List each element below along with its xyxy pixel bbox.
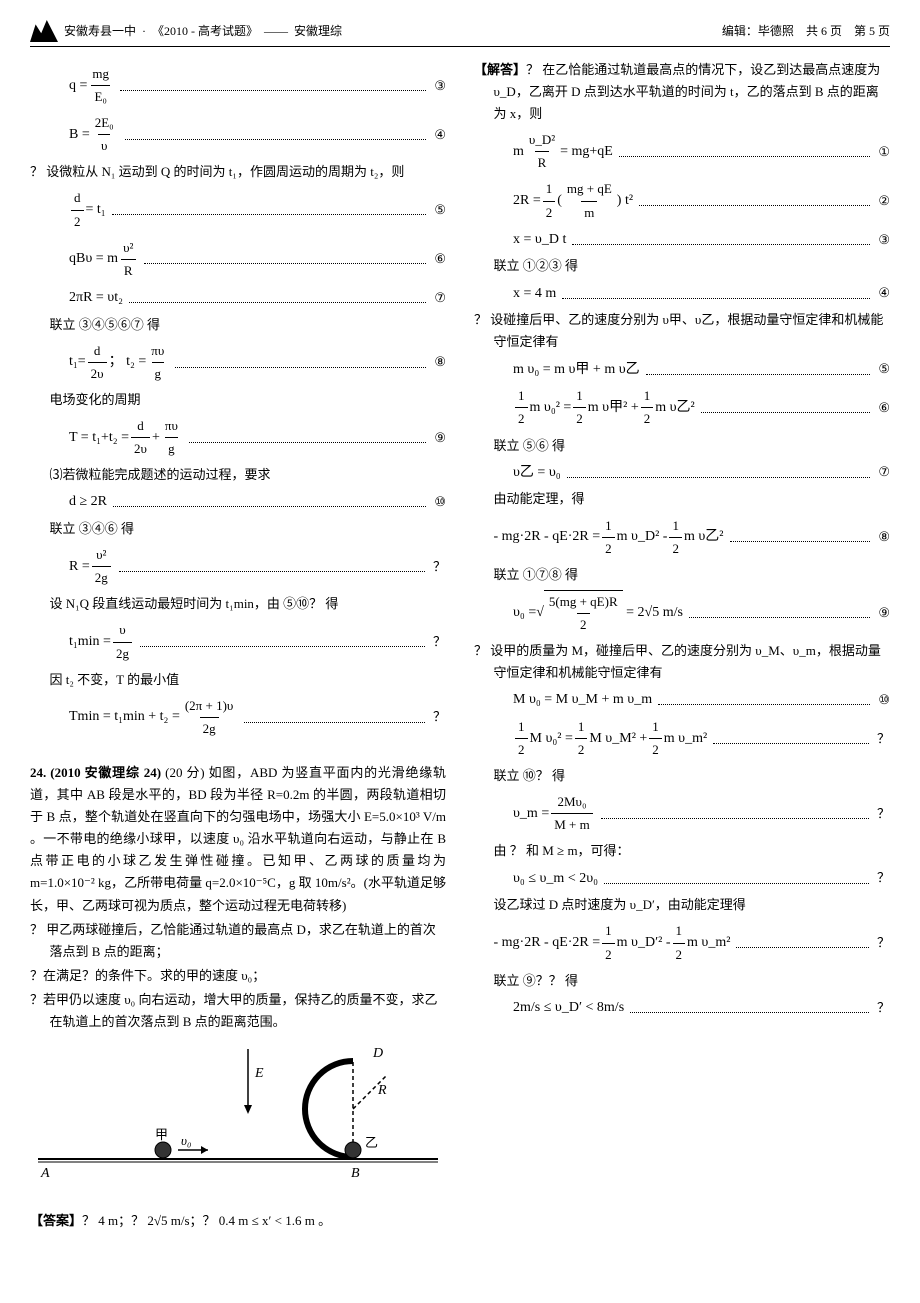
- svg-text:甲: 甲: [155, 1127, 168, 1142]
- q24-part2: ？在满足？的条件下。求的甲的速度 υ₀；: [30, 965, 446, 987]
- content-columns: q =mgE₀ ③ B =2E₀υ ④ ？ 设微粒从 N₁ 运动到 Q 的时间为…: [30, 59, 890, 1259]
- header-right: 编辑：毕德照 共 6 页 第 5 页: [722, 21, 890, 41]
- para-field-period: 电场变化的周期: [30, 389, 446, 411]
- para-t2const: 因 t₂ 不变，T 的最小值: [30, 669, 446, 691]
- r-eq11: 12M υ₀² = 12M υ_M² + 12m υ_m² ？: [474, 716, 890, 761]
- q24-part3: ？若甲仍以速度 υ₀ 向右运动，增大甲的质量，保持乙的质量不变，求乙在轨道上的首…: [30, 989, 446, 1033]
- page-header: 安徽寿县一中 · 《2010 - 高考试题》 —— 安徽理综 编辑：毕德照 共 …: [30, 20, 890, 47]
- sep-dot: ·: [142, 21, 146, 41]
- exam-title: 《2010 - 高考试题》: [152, 21, 258, 41]
- para-t1min: 设 N₁Q 段直线运动最短时间为 t₁min，由 ⑤⑩？ 得: [30, 593, 446, 615]
- equation-11: R =υ²2g ？: [30, 544, 446, 589]
- answer-line: 【答案】？ 4 m；？ 2√5 m/s；？ 0.4 m ≤ x′ < 1.6 m…: [30, 1210, 446, 1232]
- q24-part1: ？ 甲乙两球碰撞后，乙恰能通过轨道的最高点 D，求乙在轨道上的首次落点到 B 点…: [30, 919, 446, 963]
- solution-p1: 【解答】？ 在乙恰能通过轨道最高点的情况下，设乙到达最高点速度为 υ_D，乙离开…: [474, 59, 890, 125]
- equation-5: d2= t₁ ⑤: [30, 187, 446, 232]
- question-24: 24. (2010 安徽理综 24) (20 分) 如图，ABD 为竖直平面内的…: [30, 762, 446, 1033]
- para-n1q: ？ 设微粒从 N₁ 运动到 Q 的时间为 t₁，作圆周运动的周期为 t₂，则: [30, 161, 446, 183]
- para-join34567: 联立 ③④⑤⑥⑦ 得: [30, 314, 446, 336]
- r-eq12: υ_m =2Mυ₀M + m ？: [474, 791, 890, 836]
- equation-6: qBυ = mυ²R ⑥: [30, 237, 446, 282]
- svg-text:A: A: [40, 1166, 50, 1181]
- svg-text:乙: 乙: [365, 1135, 378, 1150]
- r-p9: 由 ？ 和 M ≥ m，可得：: [474, 840, 890, 862]
- r-eq2: 2R = 12 ( mg + qEm ) t² ②: [474, 178, 890, 223]
- para-join346: 联立 ③④⑥ 得: [30, 518, 446, 540]
- equation-7: 2πR = υt₂ ⑦: [30, 286, 446, 310]
- r-eq9: υ₀ = √5(mg + qE)R2 = 2√5 m/s ⑨: [474, 590, 890, 636]
- r-p7: ？ 设甲的质量为 M，碰撞后甲、乙的速度分别为 υ_M、υ_m，根据动量守恒定律…: [474, 640, 890, 684]
- q24-head: 24. (2010 安徽理综 24): [30, 765, 161, 780]
- svg-text:E: E: [254, 1066, 264, 1081]
- r-p3: ？ 设碰撞后甲、乙的速度分别为 υ甲、υ乙，根据动量守恒定律和机械能守恒定律有: [474, 309, 890, 353]
- logo-icon: [30, 20, 58, 42]
- subject: 安徽理综: [294, 21, 342, 41]
- r-p4: 联立 ⑤⑥ 得: [474, 435, 890, 457]
- equation-10: d ≥ 2R ⑩: [30, 490, 446, 514]
- editor-name: 毕德照: [758, 24, 794, 38]
- q24-body: 如图，ABD 为竖直平面内的光滑绝缘轨道，其中 AB 段是水平的，BD 段为半径…: [30, 765, 446, 913]
- r-eq7: υ乙 = υ₀ ⑦: [474, 461, 890, 485]
- sep-dash: ——: [264, 21, 288, 41]
- equation-8: t₁=d2υ ； t₂ =πυg ⑧: [30, 340, 446, 385]
- r-p10: 设乙球过 D 点时速度为 υ_D′，由动能定理得: [474, 894, 890, 916]
- r-p6: 联立 ①⑦⑧ 得: [474, 564, 890, 586]
- header-left: 安徽寿县一中 · 《2010 - 高考试题》 —— 安徽理综: [30, 20, 342, 42]
- equation-9: T = t₁+t₂ = d2υ + πυg ⑨: [30, 415, 446, 460]
- r-eq13: υ₀ ≤ υ_m < 2υ₀ ？: [474, 867, 890, 891]
- track-diagram: A B D E R 甲 乙 υ₀: [30, 1039, 446, 1204]
- r-eq6: 12m υ₀² = 12m υ甲² + 12m υ乙² ⑥: [474, 385, 890, 430]
- equation-4: B =2E₀υ ④: [30, 112, 446, 157]
- q24-points: (20 分): [165, 765, 204, 780]
- r-eq1: mυ_D²R= mg+qE ①: [474, 129, 890, 174]
- svg-text:D: D: [372, 1046, 383, 1061]
- para-part3: ⑶若微粒能完成题述的运动过程，要求: [30, 464, 446, 486]
- r-eq3: x = υ_D t ③: [474, 228, 890, 252]
- equation-12: t₁min =υ2g ？: [30, 619, 446, 664]
- r-p5: 由动能定理，得: [474, 488, 890, 510]
- editor-label: 编辑：: [722, 24, 758, 38]
- r-eq4: x = 4 m ④: [474, 282, 890, 306]
- equation-3: q =mgE₀ ③: [30, 63, 446, 108]
- school-name: 安徽寿县一中: [64, 21, 136, 41]
- r-p2: 联立 ①②③ 得: [474, 255, 890, 277]
- equation-13: Tmin = t₁min + t₂ =(2π + 1)υ2g ？: [30, 695, 446, 740]
- r-eq14: - mg·2R - qE·2R = 12m υ_D′² - 12m υ_m² ？: [474, 920, 890, 965]
- svg-text:R: R: [377, 1083, 387, 1098]
- r-p8: 联立 ⑩？ 得: [474, 765, 890, 787]
- svg-text:υ₀: υ₀: [181, 1133, 192, 1148]
- r-eq15: 2m/s ≤ υ_D′ < 8m/s ？: [474, 996, 890, 1020]
- diagram-svg: A B D E R 甲 乙 υ₀: [30, 1039, 446, 1189]
- r-eq5: m υ₀ = m υ甲 + m υ乙 ⑤: [474, 358, 890, 382]
- r-p11: 联立 ⑨？？ 得: [474, 970, 890, 992]
- r-eq8: - mg·2R - qE·2R = 12m υ_D² - 12m υ乙² ⑧: [474, 515, 890, 560]
- r-eq10: M υ₀ = M υ_M + m υ_m ⑩: [474, 688, 890, 712]
- svg-text:B: B: [351, 1166, 360, 1181]
